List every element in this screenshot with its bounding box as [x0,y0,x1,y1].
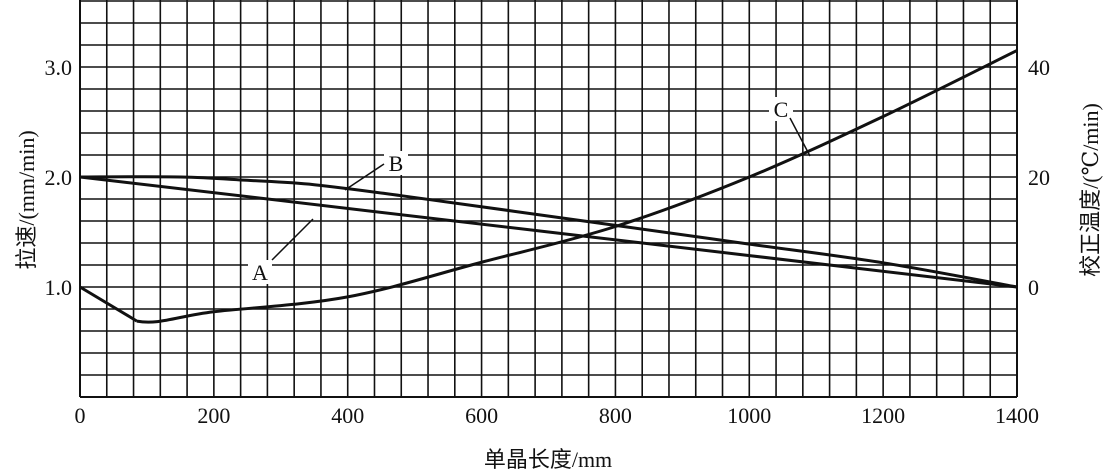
curve-label-background [384,151,408,175]
series-group [79,49,1018,324]
series-line-c [79,49,1018,324]
y-tick-label-right: 20 [1028,165,1050,190]
curve-label-leader [789,117,811,157]
series-line-a [79,175,1018,289]
curve-label-background [769,97,793,121]
x-axis-label: 单晶长度/mm [484,447,612,472]
curve-label-leader [271,218,314,261]
curve-label-a: A [252,260,268,285]
x-tick-label: 800 [599,403,632,428]
y-tick-label-left: 2.0 [45,165,73,190]
x-tick-label: 200 [197,403,230,428]
series-line-b [79,175,1018,289]
y-tick-label-left: 1.0 [45,275,73,300]
grid [79,0,1018,398]
x-tick-label: 1400 [995,403,1039,428]
x-tick-label: 0 [75,403,86,428]
x-tick-label: 1000 [727,403,771,428]
y-tick-label-right: 40 [1028,55,1050,80]
curve-labels: A B C [248,97,811,285]
curve-label-b: B [389,151,404,176]
x-tick-label: 1200 [861,403,905,428]
ticks: 0 200 400 600 800 1000 1200 1400 1.0 2.0 3.0 0 20 40 [45,55,1051,428]
y-axis-label-left: 拉速/(mm/min) [14,130,39,269]
curve-label-leader [344,163,385,191]
x-tick-label: 600 [465,403,498,428]
curve-label-background [248,260,272,284]
y-axis-label-right: 校正温度/(℃/min) [1078,103,1103,277]
curve-label-c: C [774,97,789,122]
y-tick-label-left: 3.0 [45,55,73,80]
x-tick-label: 400 [331,403,364,428]
y-tick-label-right: 0 [1028,275,1039,300]
